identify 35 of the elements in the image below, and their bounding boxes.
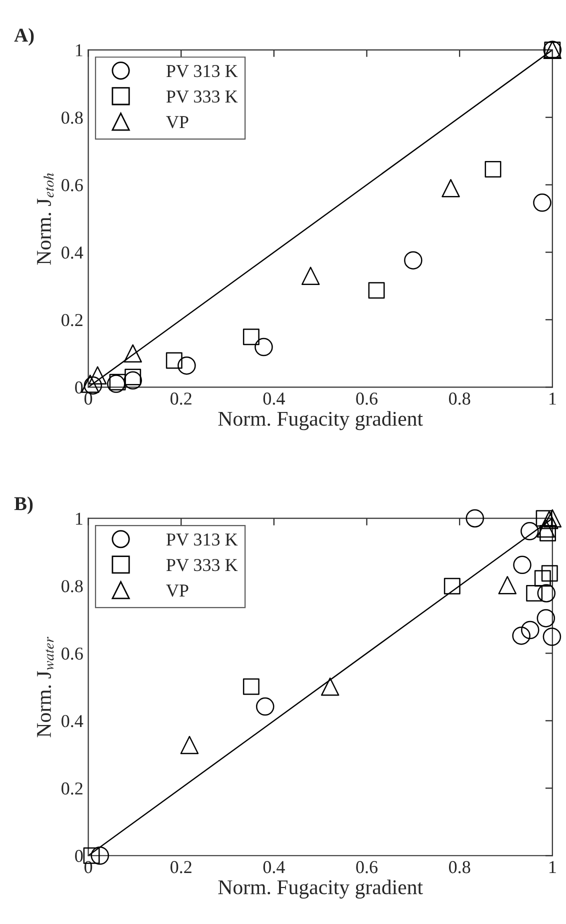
x-tick-label: 0.4 — [263, 861, 285, 874]
legend-label: PV 313 K — [166, 65, 238, 78]
y-tick-label: 0.4 — [62, 246, 84, 259]
y-tick-label: 0.8 — [62, 580, 83, 592]
x-tick-label: 0.2 — [170, 861, 192, 874]
y-tick-label: 0 — [75, 381, 83, 394]
legend-label: VP — [166, 584, 188, 597]
y-tick-label: 0.8 — [62, 112, 83, 124]
x-tick-label: 0 — [84, 861, 92, 874]
y-tick-label: 0.2 — [62, 782, 82, 795]
x-tick-label: 0.6 — [356, 392, 378, 405]
x-tick-label: 0.6 — [356, 861, 378, 874]
legend-label: PV 313 K — [166, 533, 238, 546]
x-tick-label: 1 — [549, 392, 556, 405]
x-tick-label: 0.2 — [170, 392, 192, 405]
y-tick-label: 0 — [75, 850, 83, 862]
x-axis-title: Norm. Fugacity gradient — [218, 411, 423, 430]
x-tick-label: 0.8 — [448, 392, 470, 405]
y-axis-title: Norm. J$_{etoh}$ — [37, 173, 54, 265]
y-tick-label: 0.6 — [62, 179, 83, 192]
x-tick-label: 0.8 — [448, 861, 470, 874]
chart-title: A) — [14, 28, 34, 46]
y-tick-label: 0.6 — [62, 648, 83, 660]
y-axis-title: Norm. J$_{water}$ — [37, 636, 54, 738]
legend-label: PV 333 K — [166, 559, 238, 572]
x-tick-label: 1 — [549, 861, 556, 874]
legend-label: VP — [166, 116, 188, 128]
legend-label: PV 333 K — [166, 90, 238, 103]
y-tick-label: 0.2 — [62, 314, 82, 326]
chart-title: B) — [14, 496, 33, 514]
y-tick-label: 1 — [76, 44, 82, 56]
x-tick-label: 0.4 — [263, 392, 285, 405]
x-axis-title: Norm. Fugacity gradient — [218, 880, 423, 899]
y-tick-label: 1 — [76, 512, 82, 525]
y-tick-label: 0.4 — [62, 714, 84, 728]
